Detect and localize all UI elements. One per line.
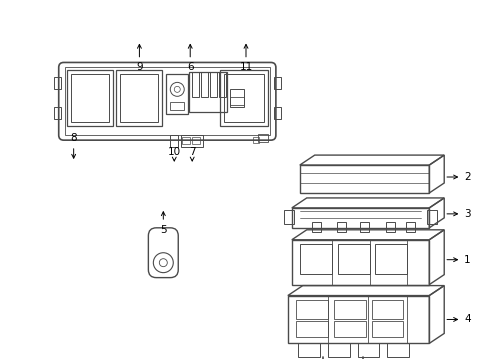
Bar	[116, 71, 162, 126]
Bar	[371, 321, 403, 337]
Text: 7: 7	[188, 147, 195, 161]
Bar	[201, 72, 208, 97]
Bar	[258, 134, 267, 142]
Bar	[386, 222, 395, 232]
Bar	[273, 107, 280, 119]
Text: 1: 1	[446, 255, 470, 265]
Bar	[299, 244, 331, 274]
Bar	[192, 137, 200, 144]
Bar	[54, 77, 61, 89]
Bar	[386, 343, 408, 357]
Bar	[182, 137, 190, 144]
Bar	[170, 135, 178, 147]
Text: 9: 9	[136, 44, 142, 72]
Bar	[189, 72, 226, 112]
Bar	[357, 343, 379, 357]
Bar	[210, 72, 217, 97]
Text: 2: 2	[446, 172, 470, 182]
Bar	[181, 135, 203, 147]
Bar	[297, 343, 319, 357]
Bar	[333, 300, 365, 319]
Bar	[336, 222, 345, 232]
Bar	[229, 89, 244, 107]
Text: 4: 4	[446, 314, 470, 324]
Bar	[192, 72, 199, 97]
Bar	[371, 300, 403, 319]
Bar	[375, 244, 407, 274]
Bar	[359, 222, 368, 232]
Text: 6: 6	[186, 44, 193, 72]
Text: 10: 10	[167, 147, 181, 161]
Text: 5: 5	[160, 212, 166, 235]
Bar	[333, 321, 365, 337]
Bar	[283, 210, 293, 224]
Bar	[71, 75, 108, 122]
Bar	[229, 97, 244, 105]
Bar	[170, 102, 184, 110]
Bar	[220, 71, 267, 126]
Bar	[295, 321, 327, 337]
Bar	[311, 222, 320, 232]
Text: 8: 8	[70, 133, 77, 158]
Bar	[54, 107, 61, 119]
Bar	[64, 67, 269, 135]
Bar	[66, 71, 112, 126]
Bar	[295, 300, 327, 319]
Bar	[120, 75, 158, 122]
Bar	[427, 210, 436, 224]
Bar	[327, 343, 349, 357]
Bar	[252, 137, 259, 143]
Text: 3: 3	[446, 209, 470, 219]
Text: 11: 11	[239, 44, 252, 72]
Bar	[219, 72, 225, 97]
Bar	[337, 244, 369, 274]
Bar	[224, 75, 264, 122]
Bar	[166, 75, 188, 114]
Bar	[273, 77, 280, 89]
Bar	[406, 222, 414, 232]
